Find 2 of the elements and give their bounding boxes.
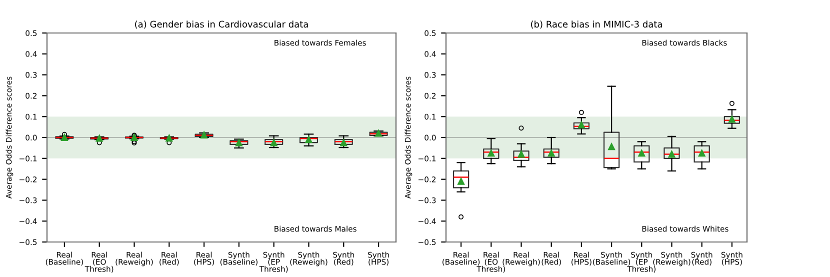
- chart-title: (b) Race bias in MIMIC-3 data: [531, 20, 662, 29]
- chart-title: (a) Gender bias in Cardiovascular data: [135, 20, 308, 29]
